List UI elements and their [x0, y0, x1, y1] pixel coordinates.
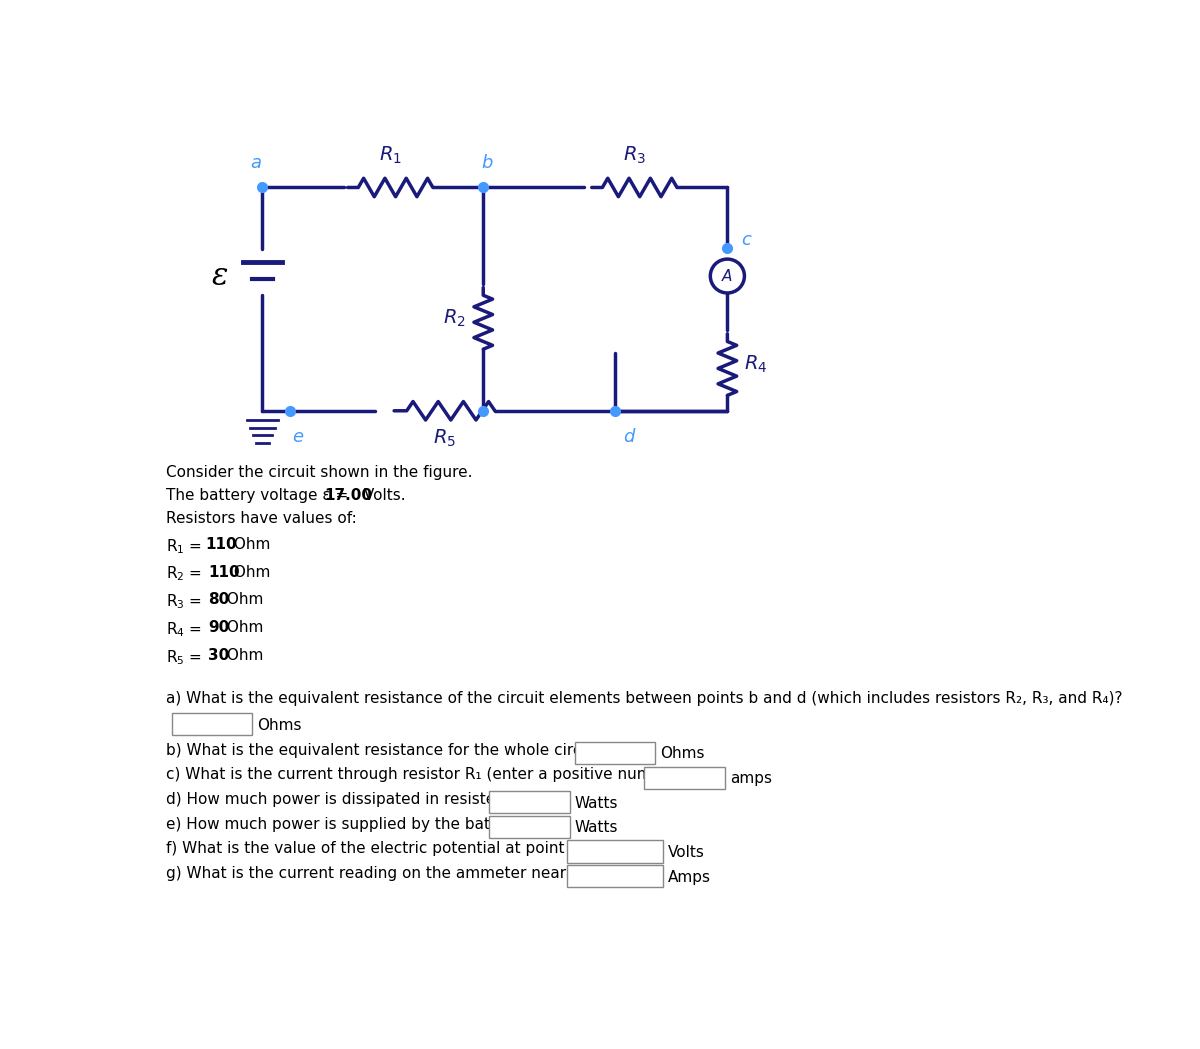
FancyBboxPatch shape	[566, 840, 664, 862]
Text: Resistors have values of:: Resistors have values of:	[166, 511, 356, 526]
Text: Ohm: Ohm	[222, 648, 264, 663]
Text: Ohm: Ohm	[229, 537, 270, 552]
Text: R$_3$ =: R$_3$ =	[166, 593, 203, 612]
Text: 30: 30	[208, 648, 229, 663]
Text: d) How much power is dissipated in resister R₅?: d) How much power is dissipated in resis…	[166, 792, 530, 807]
FancyBboxPatch shape	[490, 816, 570, 838]
Text: The battery voltage ε =: The battery voltage ε =	[166, 488, 353, 502]
Text: Watts: Watts	[575, 820, 618, 835]
Text: amps: amps	[730, 771, 772, 786]
Text: R$_2$ =: R$_2$ =	[166, 564, 203, 583]
Text: b: b	[481, 154, 493, 172]
Text: d: d	[623, 428, 635, 446]
Text: e) How much power is supplied by the battery?: e) How much power is supplied by the bat…	[166, 816, 528, 832]
Text: Ohm: Ohm	[222, 620, 264, 636]
Text: 110: 110	[206, 537, 238, 552]
Text: Amps: Amps	[667, 870, 710, 884]
Text: $R_2$: $R_2$	[444, 307, 466, 329]
Text: a: a	[251, 154, 262, 172]
Text: $R_4$: $R_4$	[744, 354, 768, 376]
Text: b) What is the equivalent resistance for the whole circuit?: b) What is the equivalent resistance for…	[166, 743, 608, 757]
Text: Watts: Watts	[575, 795, 618, 811]
Text: Ohms: Ohms	[257, 718, 301, 733]
Text: $R_3$: $R_3$	[623, 145, 646, 166]
Text: Ohm: Ohm	[222, 593, 264, 607]
Text: 17.00: 17.00	[324, 488, 372, 502]
FancyBboxPatch shape	[575, 742, 655, 765]
Text: 90: 90	[208, 620, 229, 636]
Text: ε: ε	[211, 260, 228, 292]
Text: $R_1$: $R_1$	[379, 145, 402, 166]
Text: e: e	[292, 428, 302, 446]
Text: Ohms: Ohms	[660, 746, 704, 762]
Text: 110: 110	[208, 564, 240, 580]
Text: 80: 80	[208, 593, 229, 607]
Text: Volts.: Volts.	[359, 488, 406, 502]
FancyBboxPatch shape	[490, 791, 570, 813]
Text: Consider the circuit shown in the figure.: Consider the circuit shown in the figure…	[166, 465, 472, 479]
Text: R$_1$ =: R$_1$ =	[166, 537, 202, 556]
Text: $R_5$: $R_5$	[433, 428, 456, 449]
Text: g) What is the current reading on the ammeter near point c?: g) What is the current reading on the am…	[166, 865, 631, 881]
Text: a) What is the equivalent resistance of the circuit elements between points b an: a) What is the equivalent resistance of …	[166, 691, 1122, 706]
Text: c: c	[742, 231, 751, 249]
FancyBboxPatch shape	[644, 767, 725, 789]
FancyBboxPatch shape	[566, 865, 664, 887]
Text: c) What is the current through resistor R₁ (enter a positive number) :: c) What is the current through resistor …	[166, 767, 692, 783]
Text: R$_4$ =: R$_4$ =	[166, 620, 203, 639]
Text: Volts: Volts	[667, 844, 704, 860]
Text: f) What is the value of the electric potential at point b?: f) What is the value of the electric pot…	[166, 841, 587, 856]
FancyBboxPatch shape	[172, 712, 252, 735]
Text: R$_5$ =: R$_5$ =	[166, 648, 203, 667]
Text: Ohm: Ohm	[229, 564, 270, 580]
Text: A: A	[722, 270, 732, 284]
